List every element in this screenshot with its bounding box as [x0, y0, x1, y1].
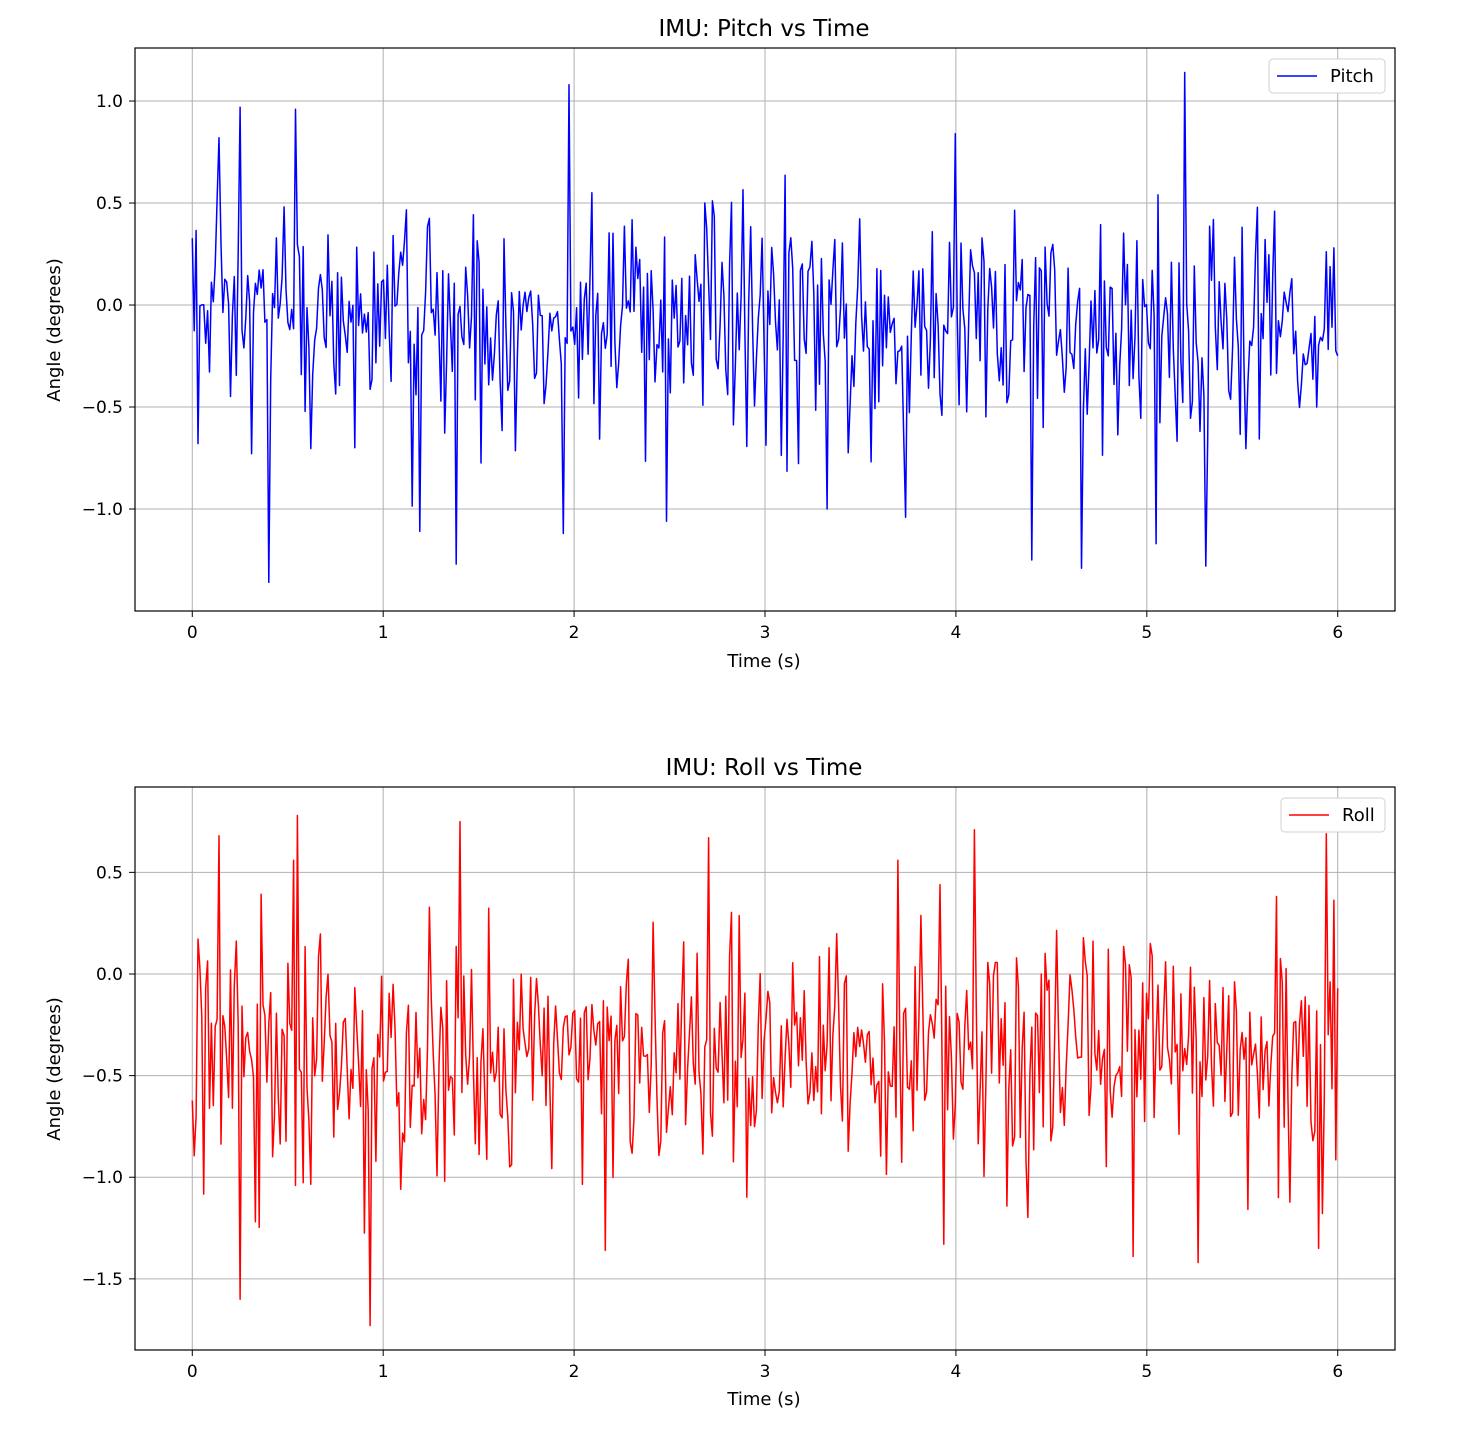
y-tick-label: −0.5: [82, 1067, 123, 1087]
x-tick-label: 5: [1141, 1362, 1152, 1382]
x-tick-label: 3: [760, 623, 771, 643]
x-tick-label: 0: [187, 1362, 198, 1382]
x-tick-label: 4: [950, 1362, 961, 1382]
y-tick-label: 0.5: [96, 194, 123, 214]
x-tick-label: 5: [1141, 623, 1152, 643]
y-tick-label: −1.0: [82, 500, 123, 520]
x-tick-label: 1: [378, 1362, 389, 1382]
pitch-ticks: 0 1 2 3 4 5 6 1.0 0.5 0.0 −0.5 −1.0: [82, 92, 1343, 643]
x-tick-label: 1: [378, 623, 389, 643]
pitch-chart: IMU: Pitch vs Time 0 1 2 3 4 5 6 1.0 0.5 0.0 −0.5 −…: [44, 16, 1396, 672]
roll-x-axis-label: Time (s): [726, 1389, 800, 1410]
x-tick-label: 6: [1332, 623, 1343, 643]
x-tick-label: 2: [569, 1362, 580, 1382]
roll-y-axis-label: Angle (degrees): [44, 997, 65, 1140]
x-tick-label: 3: [760, 1362, 771, 1382]
roll-plot-area: [191, 814, 1339, 1327]
pitch-series-line: [191, 71, 1339, 584]
pitch-legend: Pitch: [1268, 58, 1386, 94]
pitch-plot-area: [191, 71, 1339, 584]
x-tick-label: 2: [569, 623, 580, 643]
y-tick-label: 1.0: [96, 92, 123, 112]
x-tick-label: 4: [950, 623, 961, 643]
y-tick-label: −1.0: [82, 1168, 123, 1188]
roll-legend-label: Roll: [1342, 805, 1375, 826]
pitch-grid: [135, 48, 1395, 611]
roll-grid: [135, 787, 1395, 1350]
roll-legend-box: [1280, 797, 1386, 833]
pitch-legend-label: Pitch: [1330, 66, 1374, 87]
roll-ticks: 0 1 2 3 4 5 6 0.5 0.0 −0.5 −1.0 −1.5: [82, 863, 1343, 1382]
pitch-x-axis-label: Time (s): [726, 651, 800, 672]
roll-chart: IMU: Roll vs Time 0 1 2 3 4 5 6 0.5 0.0 −0.5 −1.0 −…: [44, 755, 1396, 1410]
y-tick-label: 0.0: [96, 965, 123, 985]
roll-series-line: [191, 814, 1339, 1327]
pitch-y-axis-label: Angle (degrees): [44, 258, 65, 401]
pitch-legend-box: [1268, 58, 1386, 94]
y-tick-label: 0.5: [96, 863, 123, 883]
pitch-chart-title: IMU: Pitch vs Time: [658, 16, 869, 42]
x-tick-label: 6: [1332, 1362, 1343, 1382]
y-tick-label: 0.0: [96, 296, 123, 316]
x-tick-label: 0: [187, 623, 198, 643]
roll-legend: Roll: [1280, 797, 1386, 833]
roll-chart-title: IMU: Roll vs Time: [666, 755, 863, 781]
y-tick-label: −0.5: [82, 398, 123, 418]
y-tick-label: −1.5: [82, 1270, 123, 1290]
